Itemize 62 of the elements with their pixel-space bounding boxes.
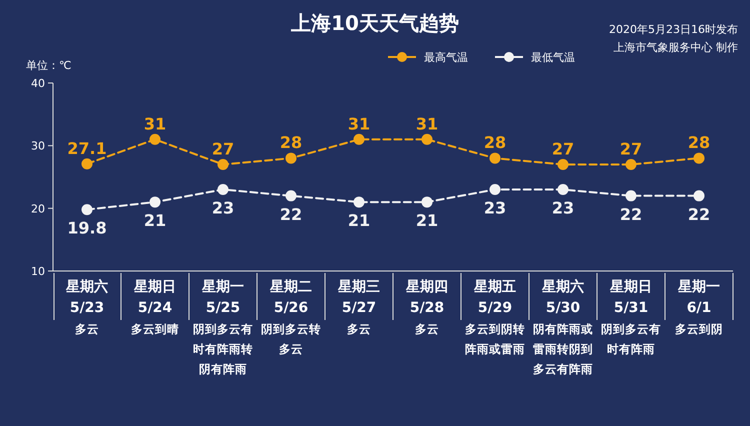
- point: [422, 196, 432, 208]
- y-tick-label: 30: [31, 140, 45, 153]
- x-tick-label: 星期日 5/31 阴到多云有时有阵雨: [601, 279, 661, 356]
- data-label: 22: [688, 204, 710, 224]
- point: [558, 158, 568, 170]
- point: [490, 152, 500, 164]
- point: [490, 184, 500, 196]
- point: [82, 158, 92, 170]
- data-label: 27: [552, 139, 574, 158]
- 最高气温: 27.1 31 27 28 31 31 28 27 27 28: [67, 114, 710, 170]
- x-tick-label: 星期三 5/27 多云: [337, 279, 380, 336]
- x-tick-label: 星期二 5/26 阴到多云转多云: [261, 279, 321, 356]
- point: [626, 190, 636, 202]
- data-label: 21: [416, 211, 438, 230]
- x-tick-label: 星期日 5/24 多云到晴: [131, 279, 179, 336]
- data-label: 27.1: [67, 138, 107, 158]
- point: [354, 196, 364, 208]
- data-label: 22: [280, 204, 302, 224]
- data-label: 31: [144, 114, 166, 134]
- text: 上海市气象服务中心 制作: [614, 41, 738, 54]
- point: [82, 204, 92, 216]
- 最低气温: 19.8 21 23 22 21 21 23 23 22 22: [67, 184, 710, 238]
- data-label: 19.8: [67, 218, 107, 238]
- point: [286, 152, 296, 164]
- y-tick-label: 40: [31, 77, 45, 90]
- data-label: 27: [212, 139, 234, 158]
- legend-label: 最低气温: [531, 51, 575, 64]
- point: [626, 158, 636, 170]
- y-axis-title: 单位：℃: [26, 59, 72, 72]
- chart-title: 上海10天天气趋势: [290, 11, 459, 35]
- x-tick-label: 星期五 5/29 多云到阴转阵雨或雷雨: [465, 279, 525, 356]
- x-tick-label: 星期四 5/28 多云: [405, 279, 448, 336]
- data-label: 21: [144, 211, 166, 230]
- point: [150, 196, 160, 208]
- point: [558, 184, 568, 196]
- point: [286, 190, 296, 202]
- point: [354, 134, 364, 145]
- point: [150, 134, 160, 145]
- x-tick-label: 星期六 5/23 多云: [65, 278, 108, 336]
- text: 2020年5月23日16时发布: [609, 23, 738, 36]
- data-label: 27: [620, 139, 642, 158]
- point: [218, 158, 228, 170]
- point: [422, 134, 432, 145]
- data-label: 21: [348, 211, 370, 230]
- y-tick-label: 10: [31, 265, 45, 278]
- data-label: 23: [552, 198, 574, 218]
- point: [694, 190, 704, 202]
- data-label: 23: [212, 198, 234, 218]
- point: [218, 184, 228, 196]
- data-label: 22: [620, 204, 642, 224]
- data-label: 28: [688, 133, 710, 152]
- data-label: 28: [484, 133, 506, 152]
- legend-label: 最高气温: [424, 51, 468, 64]
- data-label: 31: [416, 114, 438, 134]
- data-label: 23: [484, 198, 506, 218]
- x-tick-label: 星期一 6/1 多云到阴: [675, 279, 723, 336]
- x-tick-label: 星期六 5/30 阴有阵雨或雷雨转阴到多云有阵雨: [533, 278, 593, 376]
- data-label: 31: [348, 114, 370, 134]
- x-tick-label: 星期一 5/25 阴到多云有时有阵雨转阴有阵雨: [193, 279, 253, 376]
- y-tick-label: 20: [31, 202, 45, 216]
- point: [694, 152, 704, 164]
- data-label: 28: [280, 133, 302, 152]
